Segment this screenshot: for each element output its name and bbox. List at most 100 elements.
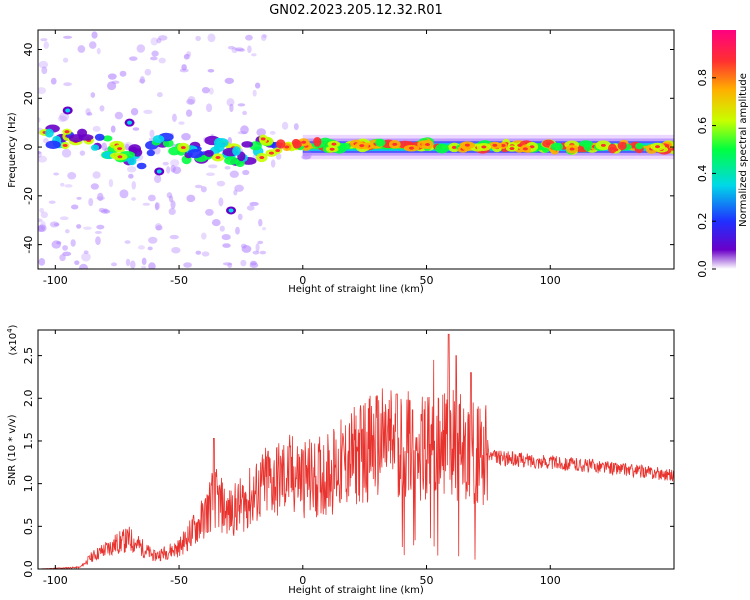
spectrogram-noise <box>142 202 151 206</box>
spectrogram-x-tick-label: -100 <box>43 274 68 287</box>
spectrogram-ridge-core <box>600 143 606 147</box>
spectrogram-noise <box>64 229 70 234</box>
spectrogram-noise <box>151 50 159 57</box>
spectrogram-noise <box>261 226 267 231</box>
spectrogram-noise <box>207 33 216 43</box>
spectrogram-noise <box>48 200 56 204</box>
spectrogram-x-ticks: -100 -50 0 50 100 <box>43 30 561 287</box>
spectrogram-ridge <box>44 128 54 138</box>
spectrogram-noise <box>96 224 105 230</box>
spectrogram-noise <box>242 169 250 176</box>
spectrogram-noise <box>301 154 311 160</box>
snr-x-label: Height of straight line (km) <box>288 585 424 596</box>
spectrogram-noise <box>91 31 98 39</box>
spectrogram-noise <box>61 148 72 158</box>
spectrogram-noise <box>38 60 49 69</box>
spectrogram-noise <box>245 34 253 41</box>
spectrogram-noise <box>183 262 192 268</box>
snr-y-multiplier: (x104) <box>6 324 19 355</box>
spectrogram-noise <box>229 170 239 178</box>
spectrogram-feature-core <box>65 108 71 113</box>
spectrogram-noise <box>154 202 159 211</box>
spectrogram-noise <box>186 98 195 105</box>
spectrogram-noise <box>281 121 289 130</box>
spectrogram-ridge <box>187 149 204 159</box>
snr-y-multiplier-close: ) <box>8 324 19 328</box>
spectrogram-ridge-core <box>278 142 284 146</box>
spectrogram-noise <box>233 189 238 196</box>
spectrogram-noise <box>103 209 109 213</box>
spectrogram-noise <box>181 64 187 71</box>
spectrogram-noise <box>49 221 60 228</box>
colorbar: 0.0 0.2 0.4 0.6 0.8 Normalized spectral ampl… <box>696 30 749 278</box>
spectrogram-noise <box>226 98 235 107</box>
spectrogram-noise <box>224 77 235 84</box>
spectrogram-noise <box>237 48 246 52</box>
spectrogram-ridge-core <box>275 149 281 153</box>
spectrogram-noise <box>194 184 203 189</box>
spectrogram-noise <box>158 57 166 64</box>
spectrogram-ridge <box>152 135 165 144</box>
spectrogram-noise <box>129 260 136 269</box>
spectrogram-noise <box>201 232 207 240</box>
spectrogram-noise <box>92 171 101 179</box>
snr-y-tick-label: 0.0 <box>22 560 35 578</box>
spectrogram-noise <box>136 44 146 53</box>
spectrogram-noise <box>240 243 247 249</box>
spectrogram-frame <box>37 29 675 270</box>
spectrogram-noise <box>38 117 41 123</box>
spectrogram-ridge-core <box>619 144 625 148</box>
spectrogram-noise <box>162 161 169 166</box>
spectrogram-noise <box>234 184 244 192</box>
spectrogram-noise <box>254 82 261 89</box>
spectrogram-y-tick-label: -40 <box>22 236 35 254</box>
snr-y-multiplier-base: (x10 <box>8 333 19 356</box>
spectrogram-ridge <box>550 142 564 151</box>
spectrogram-ridge-core <box>259 156 265 160</box>
spectrogram-noise <box>94 230 102 234</box>
spectrogram-noise <box>128 173 134 179</box>
spectrogram-ridge-core <box>500 143 506 147</box>
colorbar-tick-label: 0.4 <box>696 165 709 183</box>
spectrogram-noise <box>201 251 210 257</box>
spectrogram-noise <box>170 159 180 167</box>
spectrogram-noise <box>83 250 89 254</box>
spectrogram-noise <box>130 107 139 116</box>
spectrogram-noise <box>155 225 163 231</box>
spectrogram-noise <box>227 45 235 50</box>
spectrogram-noise <box>293 123 299 131</box>
spectrogram-ridge-core <box>64 130 70 134</box>
spectrogram-ridge <box>435 143 449 154</box>
spectrogram-ridge-core <box>314 140 320 144</box>
spectrogram-ridge-core <box>117 155 123 159</box>
spectrogram-noise <box>246 205 255 211</box>
spectrogram-noise <box>168 207 176 216</box>
spectrogram-noise <box>99 105 105 112</box>
spectrogram-feature-core <box>127 120 133 125</box>
spectrogram-y-ticks: -40 -20 0 20 40 <box>22 43 674 254</box>
spectrogram-noise <box>95 236 101 246</box>
spectrogram-noise <box>207 164 218 169</box>
spectrogram-noise <box>85 108 91 116</box>
spectrogram-ridge <box>90 144 100 151</box>
spectrogram-noise <box>53 172 60 176</box>
spectrogram-noise <box>275 153 282 160</box>
spectrogram-noise <box>269 130 276 135</box>
spectrogram-noise <box>60 182 65 187</box>
spectrogram-noise <box>79 150 86 156</box>
spectrogram-ridge-core <box>284 145 290 149</box>
spectrogram-noise <box>38 224 47 232</box>
spectrogram-noise <box>108 178 114 188</box>
spectrogram-noise <box>92 125 101 132</box>
spectrogram-noise <box>67 172 77 180</box>
spectrogram-noise <box>125 143 130 151</box>
snr-panel: -100 -50 0 50 100 0.0 0.5 1.0 1.5 2.0 2.5 Height … <box>6 324 675 596</box>
spectrogram-ridge-core <box>62 143 68 147</box>
spectrogram-noise <box>156 37 162 44</box>
spectrogram-noise <box>38 151 42 155</box>
spectrogram-noise <box>41 66 48 75</box>
spectrogram-noise <box>218 197 224 207</box>
spectrogram-noise <box>141 265 147 269</box>
spectrogram-noise <box>154 174 162 184</box>
spectrogram-noise <box>96 196 106 201</box>
